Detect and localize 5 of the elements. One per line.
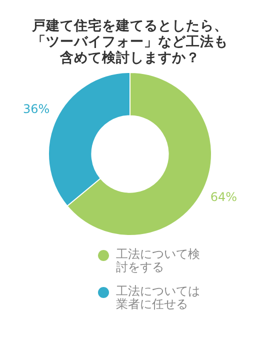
chart-title: 戸建て住宅を建てるとしたら、「ツーバイフォー」など工法も含めて検討しますか？ — [32, 18, 228, 66]
data-label: 64% — [210, 190, 237, 204]
data-label: 36% — [23, 102, 50, 116]
legend-label: 工法について検討をする — [116, 247, 201, 274]
legend-label: 工法については業者に任せる — [116, 284, 201, 311]
